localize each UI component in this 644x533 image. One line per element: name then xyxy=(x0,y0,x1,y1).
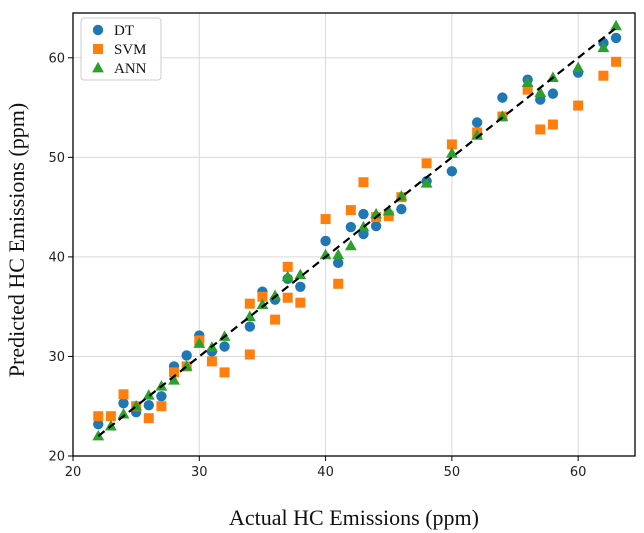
dt-point xyxy=(156,391,167,402)
dt-point xyxy=(345,221,357,233)
ann-point xyxy=(471,129,484,140)
dt-point xyxy=(118,398,129,409)
dt-point xyxy=(497,92,508,103)
y-tick-label: 20 xyxy=(48,450,65,465)
svm-point xyxy=(282,292,293,303)
y-axis-label: Predicted HC Emissions (ppm) xyxy=(4,103,29,377)
svm-point xyxy=(446,139,457,150)
dt-point xyxy=(93,418,104,430)
y-tick-label: 60 xyxy=(48,51,65,66)
svm-point xyxy=(345,205,356,216)
dt-point xyxy=(244,321,256,332)
ann-point xyxy=(572,61,585,73)
svm-point xyxy=(547,119,558,130)
svm-point xyxy=(295,297,306,308)
legend: DT SVM ANN xyxy=(80,17,162,81)
ann-point xyxy=(496,110,509,121)
dt-point xyxy=(295,281,306,292)
ann-point xyxy=(420,177,433,188)
x-tick-label: 30 xyxy=(191,465,208,480)
ann-point xyxy=(610,19,622,31)
svm-point xyxy=(573,100,584,111)
dt-point xyxy=(370,220,382,232)
y-tick-label: 40 xyxy=(48,250,65,265)
y-tick-label: 30 xyxy=(48,350,65,365)
dt-point xyxy=(535,94,546,105)
ann-point xyxy=(142,389,155,400)
plot-frame xyxy=(72,12,636,457)
series-svm xyxy=(93,56,622,424)
svm-point xyxy=(522,84,533,95)
svm-point xyxy=(93,411,104,422)
svm-point xyxy=(244,349,255,360)
svm-point xyxy=(169,367,180,378)
dt-point xyxy=(181,350,192,361)
svm-point xyxy=(219,367,230,378)
svm-point xyxy=(156,401,167,412)
ann-point xyxy=(256,298,269,310)
dt-point xyxy=(358,208,369,220)
x-tick-label: 40 xyxy=(317,465,334,480)
ann-point xyxy=(597,41,610,53)
dt-point xyxy=(358,228,369,240)
svm-point xyxy=(118,389,129,400)
ideal-fit-line xyxy=(97,27,617,437)
ann-point xyxy=(395,189,408,201)
svm-point xyxy=(611,56,622,67)
legend-label-dt: DT xyxy=(114,23,134,39)
svm-point xyxy=(244,298,255,309)
dt-point xyxy=(143,400,154,411)
legend-label-svm: SVM xyxy=(114,42,147,58)
x-tick-label: 60 xyxy=(570,465,587,480)
data-points xyxy=(92,19,622,441)
svm-point xyxy=(206,356,217,367)
legend-marker-dt xyxy=(92,24,104,36)
legend-marker-ann xyxy=(92,61,104,73)
svm-point xyxy=(143,413,154,424)
legend-label-ann: ANN xyxy=(114,61,147,77)
ann-point xyxy=(534,86,547,97)
svm-point xyxy=(421,158,432,169)
dt-point xyxy=(219,341,230,352)
svm-point xyxy=(598,70,609,81)
x-tick-label: 50 xyxy=(444,465,461,480)
ann-point xyxy=(281,270,294,282)
ann-point xyxy=(382,204,395,216)
legend-marker-svm xyxy=(93,44,103,54)
tick-labels: 20 30 40 50 60 20 30 40 50 60 xyxy=(48,51,586,480)
svm-point xyxy=(333,278,344,289)
dt-point xyxy=(610,32,622,44)
ann-point xyxy=(193,337,206,348)
svm-point xyxy=(270,314,281,325)
svm-point xyxy=(257,291,268,302)
dt-point xyxy=(446,166,458,177)
dt-point xyxy=(547,88,559,99)
y-tick-label: 50 xyxy=(48,151,65,166)
svm-point xyxy=(105,411,116,422)
ann-point xyxy=(319,248,332,260)
ann-point xyxy=(168,374,180,385)
ann-point xyxy=(294,268,307,280)
ann-point xyxy=(521,76,534,88)
dt-point xyxy=(396,203,407,215)
svm-point xyxy=(383,211,394,222)
svm-point xyxy=(535,124,546,135)
ann-point xyxy=(445,147,458,158)
ann-point xyxy=(269,289,281,301)
ann-point xyxy=(332,248,345,260)
x-axis-label: Actual HC Emissions (ppm) xyxy=(229,505,479,530)
svm-point xyxy=(358,177,369,188)
svm-point xyxy=(320,214,331,225)
x-tick-label: 20 xyxy=(65,465,82,480)
ann-point xyxy=(344,239,357,251)
dt-point xyxy=(320,235,331,247)
dt-point xyxy=(333,257,344,269)
ann-point xyxy=(117,407,130,419)
svm-point xyxy=(282,261,293,272)
dt-point xyxy=(471,117,483,128)
